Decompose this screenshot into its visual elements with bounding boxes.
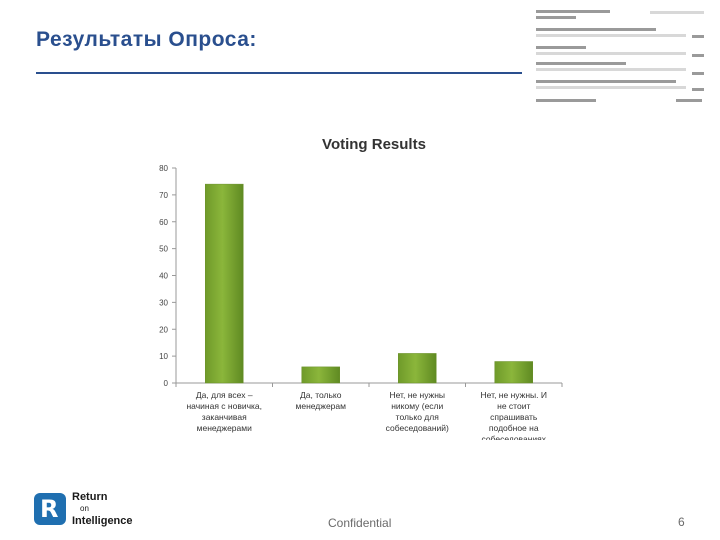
bar: [494, 361, 533, 384]
y-tick-label: 60: [159, 218, 168, 227]
y-tick-label: 80: [159, 164, 168, 173]
x-tick-label: Да, только менеджерам: [296, 390, 347, 411]
y-tick-label: 40: [159, 272, 168, 281]
y-tick-label: 50: [159, 245, 168, 254]
bar: [205, 183, 244, 384]
chart-title: Voting Results: [322, 136, 426, 153]
footer-logo: R Return on Intelligence: [34, 491, 144, 531]
page-number: 6: [678, 515, 685, 529]
logo-mark-icon: R: [34, 493, 66, 525]
x-tick-label: Да, для всех – начиная с новичка, заканчив…: [186, 390, 262, 433]
slide-title: Результаты Опроса:: [36, 28, 257, 51]
logo-line-3: Intelligence: [72, 515, 133, 527]
chart: Voting Results 0 10 20 30 40 50 60 70 80 Да, для в…: [140, 125, 580, 440]
y-tick-label: 0: [164, 379, 169, 388]
logo-wordmark: Return on Intelligence: [72, 491, 133, 527]
bar-chart-svg: Voting Results 0 10 20 30 40 50 60 70 80 Да, для в…: [159, 136, 563, 440]
y-tick-label: 70: [159, 191, 168, 200]
x-tick-label: Нет, не нужны никому (если только для собес…: [386, 390, 449, 433]
y-tick-label: 30: [159, 298, 168, 307]
bar: [398, 353, 437, 384]
poll-screenshot: [530, 2, 708, 106]
title-rule: [36, 72, 522, 74]
y-tick-label: 10: [159, 352, 168, 361]
logo-line-2: on: [80, 504, 89, 513]
y-tick-label: 20: [159, 325, 168, 334]
logo-line-1: Return: [72, 491, 108, 503]
confidential-label: Confidential: [328, 516, 392, 530]
bar: [301, 366, 340, 384]
